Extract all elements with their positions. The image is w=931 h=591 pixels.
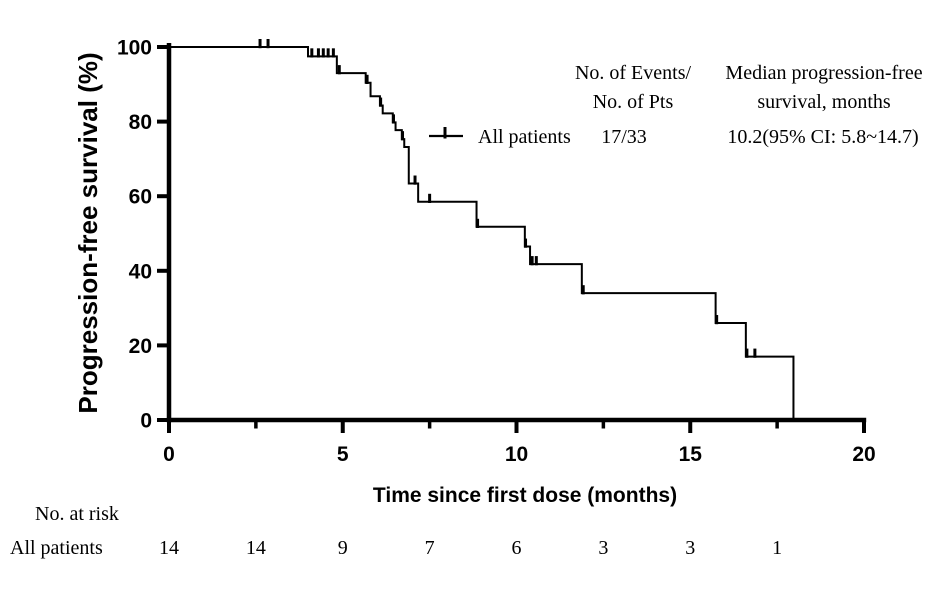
risk-table: No. at risk All patients 14 14 9 7 6 3 3 1: [10, 503, 782, 559]
legend: No. of Events/ No. of Pts Median progres…: [429, 62, 923, 148]
risk-table-value: 14: [246, 537, 266, 559]
legend-series-label: All patients: [478, 126, 571, 148]
y-axis-title: Progression-free survival (%): [73, 52, 103, 413]
risk-table-title: No. at risk: [35, 503, 119, 525]
y-axis-tick-label: 20: [129, 335, 152, 358]
legend-median-header-line2: survival, months: [757, 91, 891, 113]
x-axis-title: Time since first dose (months): [373, 484, 677, 507]
risk-table-row-label: All patients: [10, 537, 103, 559]
km-curve-all-patients: [169, 46, 795, 420]
risk-table-value: 9: [338, 537, 348, 559]
legend-median-header-line1: Median progression-free: [725, 62, 922, 84]
y-axis-tick-label: 100: [117, 37, 152, 60]
legend-series-symbol: [429, 127, 463, 139]
x-axis-tick-label: 15: [679, 443, 703, 466]
risk-table-value: 7: [425, 537, 435, 559]
legend-events-value: 17/33: [601, 126, 647, 148]
x-axis-tick-label: 5: [337, 443, 349, 466]
y-axis-tick-labels: 100 80 60 40 20 0: [117, 37, 152, 433]
risk-table-value: 3: [685, 537, 695, 559]
censor-ticks: [258, 39, 757, 358]
risk-table-value: 14: [159, 537, 179, 559]
legend-events-header-line1: No. of Events/: [575, 62, 692, 84]
x-axis-tick-label: 0: [163, 443, 175, 466]
risk-table-value: 1: [772, 537, 782, 559]
y-axis-tick-label: 80: [129, 111, 152, 134]
risk-table-value: 3: [598, 537, 608, 559]
legend-events-header-line2: No. of Pts: [593, 91, 674, 113]
risk-table-values: 14 14 9 7 6 3 3 1: [159, 537, 782, 559]
y-axis-tick-label: 0: [140, 410, 152, 433]
y-axis-tick-label: 60: [129, 186, 152, 209]
legend-median-value: 10.2(95% CI: 5.8~14.7): [727, 126, 918, 148]
y-axis-tick-label: 40: [129, 260, 152, 283]
x-axis-tick-label: 20: [852, 443, 875, 466]
risk-table-value: 6: [512, 537, 522, 559]
x-axis-tick-labels: 0 5 10 15 20: [163, 443, 876, 466]
x-axis-tick-label: 10: [505, 443, 528, 466]
axes: [157, 43, 867, 433]
